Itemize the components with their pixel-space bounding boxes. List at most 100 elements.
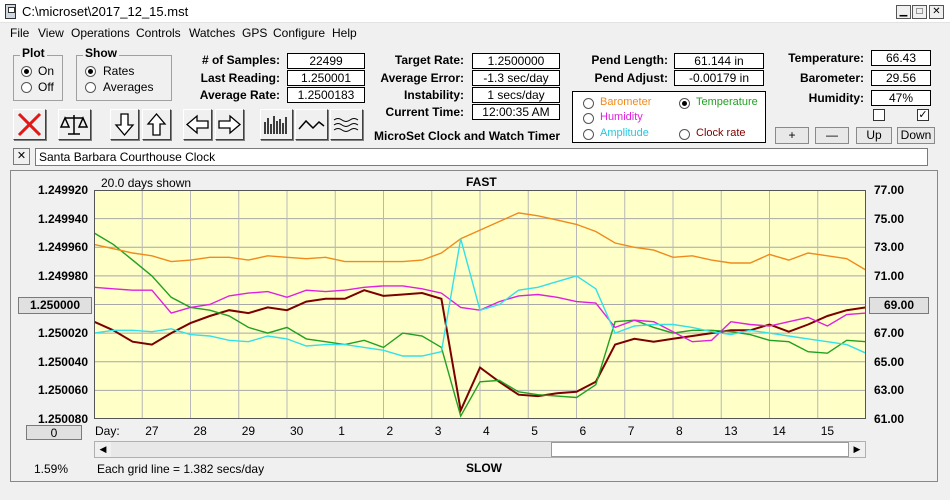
day-axis-tick: 4 [483, 424, 490, 438]
option-checkbox-1[interactable] [873, 109, 885, 121]
offset-button[interactable]: 0 [26, 425, 82, 440]
right-axis-tick: 61.00 [874, 412, 905, 426]
left-axis-tick: 1.250020 [37, 326, 88, 341]
plot-off-radio[interactable] [21, 82, 32, 93]
balance-button[interactable] [58, 109, 91, 140]
left-percent: 1.59% [34, 462, 69, 476]
series-amplitude [94, 238, 866, 357]
show-averages-label[interactable]: Averages [103, 80, 154, 94]
waveform-button[interactable] [330, 109, 363, 140]
arrow-right-button[interactable] [215, 109, 244, 140]
slow-label: SLOW [466, 461, 502, 475]
horizontal-scrollbar[interactable]: ◀ ▶ [94, 441, 866, 458]
line-graph-button[interactable] [295, 109, 328, 140]
temperature-option-label[interactable]: Temperature [696, 96, 758, 108]
show-averages-radio[interactable] [85, 82, 96, 93]
clock-rate-option-label[interactable]: Clock rate [696, 127, 746, 139]
amplitude-radio[interactable] [583, 129, 594, 140]
barometer-value: 29.56 [871, 70, 931, 86]
left-axis-tick: 1.250080 [37, 412, 88, 426]
day-axis-tick: 13 [724, 424, 738, 438]
menu-file[interactable]: File [10, 26, 30, 40]
arrow-down-button[interactable] [110, 109, 139, 140]
option-checkbox-2[interactable]: ✓ [917, 109, 929, 121]
decrease-button[interactable]: — [815, 127, 849, 144]
down-button[interactable]: Down [897, 127, 935, 144]
right-axis-tick: 71.00 [874, 268, 905, 283]
fast-label: FAST [466, 175, 497, 189]
day-axis-tick: 1 [338, 424, 345, 438]
day-axis-label: Day: [95, 424, 120, 438]
plot-off-label[interactable]: Off [38, 80, 54, 94]
plot-area[interactable] [94, 190, 866, 419]
show-rates-label[interactable]: Rates [103, 64, 135, 78]
maximize-button[interactable]: □ [912, 5, 927, 19]
amplitude-option-label[interactable]: Amplitude [600, 127, 649, 139]
right-axis-tick: 75.00 [874, 211, 905, 226]
clock-close-button[interactable]: ✕ [13, 148, 30, 165]
day-axis-tick: 29 [241, 424, 256, 438]
menu-controls[interactable]: Controls [136, 26, 181, 40]
day-axis-tick: 14 [772, 424, 786, 438]
plot-group [13, 55, 63, 101]
barometer-radio[interactable] [583, 98, 594, 109]
temperature-label: Temperature: [788, 51, 864, 65]
center-rate-button[interactable]: 1.250000 [18, 297, 92, 314]
barometer-option-label[interactable]: Barometer [600, 96, 652, 108]
instability-value: 1 secs/day [472, 87, 560, 103]
menu-view[interactable]: View [38, 26, 64, 40]
clock-rate-radio[interactable] [679, 129, 690, 140]
pend-length-value: 61.144 in [674, 53, 764, 69]
temperature-value: 66.43 [871, 50, 931, 66]
line-graph-icon [298, 119, 325, 130]
scroll-right-arrow[interactable]: ▶ [849, 442, 865, 457]
menu-operations[interactable]: Operations [71, 26, 130, 40]
scroll-left-arrow[interactable]: ◀ [95, 442, 111, 457]
arrow-down-icon [114, 113, 135, 137]
histogram-icon [264, 116, 287, 134]
series-clock-rate [94, 289, 866, 414]
waveform-icon [333, 118, 359, 132]
last-reading-value: 1.250001 [287, 70, 365, 86]
pend-length-label: Pend Length: [591, 53, 668, 67]
clock-name-field[interactable]: Santa Barbara Courthouse Clock [35, 148, 928, 166]
plot-on-label[interactable]: On [38, 64, 55, 78]
menu-help[interactable]: Help [332, 26, 357, 40]
left-axis-tick: 1.250040 [37, 354, 88, 369]
arrow-left-icon [185, 114, 209, 135]
app-icon[interactable] [5, 4, 16, 19]
right-scale-button[interactable]: 69.00 [869, 297, 929, 314]
last-reading-label: Last Reading: [200, 71, 280, 85]
left-axis-tick: 1.249920 [37, 183, 88, 197]
avg-rate-label: Average Rate: [199, 88, 280, 102]
left-axis-tick: 1.249960 [37, 240, 88, 255]
histogram-button[interactable] [260, 109, 293, 140]
day-axis-tick: 8 [676, 424, 683, 438]
stop-button[interactable] [13, 109, 46, 140]
minimize-button[interactable]: ▁ [896, 5, 911, 19]
arrow-up-button[interactable] [142, 109, 171, 140]
window-title: C:\microset\2017_12_15.mst [22, 4, 189, 19]
target-rate-label: Target Rate: [394, 53, 464, 67]
plot-group-title: Plot [20, 46, 47, 60]
menu-gps[interactable]: GPS [242, 26, 268, 40]
plot-on-radio[interactable] [21, 66, 32, 77]
scroll-thumb[interactable] [551, 442, 849, 457]
avg-error-value: -1.3 sec/day [472, 70, 560, 86]
increase-button[interactable]: + [775, 127, 809, 144]
close-button[interactable]: ✕ [929, 5, 944, 19]
menu-configure[interactable]: Configure [273, 26, 326, 40]
pend-adjust-value: -0.00179 in [674, 70, 764, 86]
show-rates-radio[interactable] [85, 66, 96, 77]
humidity-option-label[interactable]: Humidity [600, 111, 643, 123]
day-axis-tick: 27 [145, 424, 159, 438]
humidity-value: 47% [871, 90, 931, 106]
title-bar: C:\microset\2017_12_15.mst ▁ □ ✕ [0, 0, 950, 23]
series-barometer [94, 212, 866, 271]
arrow-left-button[interactable] [183, 109, 212, 140]
balance-scale-icon [59, 115, 89, 135]
temperature-radio[interactable] [679, 98, 690, 109]
humidity-radio[interactable] [583, 113, 594, 124]
menu-watches[interactable]: Watches [189, 26, 236, 40]
up-button[interactable]: Up [856, 127, 892, 144]
